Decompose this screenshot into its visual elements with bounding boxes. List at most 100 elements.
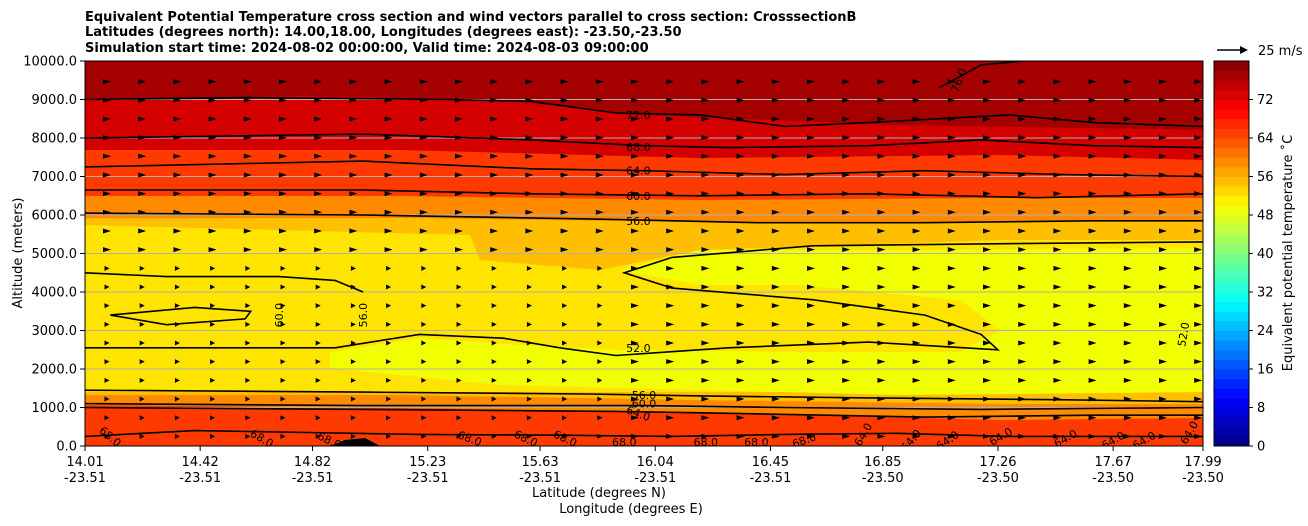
wind-vector-icon — [350, 340, 356, 346]
wind-vector-icon — [597, 377, 603, 383]
wind-vector-icon — [243, 228, 252, 234]
wind-vector-icon — [526, 396, 532, 402]
wind-vector-icon — [736, 79, 745, 85]
wind-vector-icon — [1018, 340, 1027, 346]
wind-vector-icon — [877, 153, 886, 159]
wind-vector-icon — [666, 209, 675, 215]
wind-vector-icon — [983, 191, 991, 197]
wind-vector-icon — [1088, 209, 1097, 215]
wind-vector-icon — [138, 153, 147, 159]
wind-vector-icon — [349, 228, 358, 234]
wind-vector-icon — [1159, 284, 1167, 290]
wind-vector-icon — [280, 265, 286, 271]
wind-vector-icon — [947, 97, 956, 103]
wind-vector-icon — [562, 415, 568, 421]
contour-label-group: 72.0 — [626, 109, 651, 122]
x-tick-label-lat: 15.23 — [409, 455, 446, 470]
wind-vector-icon — [701, 79, 710, 85]
colorbar-band — [1214, 426, 1249, 437]
contour-label: 64.0 — [626, 164, 651, 177]
wind-vector-icon — [419, 153, 428, 159]
x-tick-label-lon: -23.51 — [179, 471, 221, 486]
wind-vector-icon — [771, 415, 780, 421]
colorbar-band — [1214, 138, 1249, 149]
wind-vector-icon — [1194, 153, 1203, 159]
wind-vector-icon — [666, 135, 675, 141]
wind-vector-icon — [490, 209, 499, 215]
wind-vector-icon — [174, 433, 180, 439]
wind-vector-icon — [103, 247, 111, 253]
colorbar-band — [1214, 109, 1249, 120]
wind-vector-icon — [491, 265, 497, 271]
wind-vector-icon — [349, 209, 358, 215]
wind-vector-icon — [842, 359, 851, 365]
wind-vector-icon — [174, 377, 180, 383]
wind-vector-icon — [1053, 265, 1062, 271]
wind-vector-icon — [280, 377, 286, 383]
contour-label-group: 64.0 — [626, 164, 651, 177]
wind-vector-icon — [947, 153, 956, 159]
wind-vector-icon — [1123, 135, 1132, 141]
wind-vector-icon — [419, 116, 428, 122]
colorbar-band — [1214, 89, 1249, 100]
wind-vector-icon — [138, 172, 147, 178]
wind-vector-icon — [666, 396, 675, 402]
colorbar-band — [1214, 70, 1249, 81]
colorbar-tick-label: 48 — [1257, 209, 1274, 224]
wind-vector-icon — [771, 284, 780, 290]
wind-vector-icon — [314, 153, 323, 159]
wind-vector-icon — [1159, 116, 1167, 122]
wind-vector-icon — [384, 116, 393, 122]
x-tick-label-lat: 15.63 — [521, 455, 558, 470]
wind-vector-icon — [736, 340, 745, 346]
wind-vector-icon — [666, 303, 675, 309]
wind-vector-icon — [1159, 228, 1167, 234]
y-tick-label: 6000.0 — [32, 209, 78, 224]
wind-vector-icon — [525, 228, 534, 234]
wind-vector-icon — [1088, 79, 1097, 85]
wind-vector-icon — [947, 247, 956, 253]
wind-vector-icon — [631, 415, 639, 421]
wind-vector-icon — [842, 135, 851, 141]
contour-line-56-0 — [85, 212, 1203, 224]
wind-vector-icon — [245, 396, 251, 402]
wind-vector-icon — [350, 265, 356, 271]
colorbar-band — [1214, 176, 1249, 187]
wind-vector-icon — [526, 359, 532, 365]
wind-vector-icon — [490, 228, 499, 234]
wind-vector-icon — [210, 415, 216, 421]
wind-vector-icon — [736, 284, 745, 290]
wind-vector-icon — [701, 135, 710, 141]
wind-vector-icon — [139, 396, 145, 402]
wind-vector-icon — [245, 415, 251, 421]
wind-vector-icon — [631, 172, 639, 178]
wind-vector-icon — [349, 153, 358, 159]
wind-vector-icon — [315, 321, 321, 327]
wind-vector-icon — [983, 265, 991, 271]
colorbar-band — [1214, 205, 1249, 216]
wind-vector-icon — [419, 209, 428, 215]
x-tick-label-lat: 14.42 — [182, 455, 219, 470]
wind-vector-icon — [349, 247, 358, 253]
wind-vector-icon — [350, 415, 356, 421]
wind-vector-icon — [912, 228, 921, 234]
contour-label: 72.0 — [626, 109, 651, 122]
wind-vector-icon — [736, 228, 745, 234]
wind-vector-icon — [877, 284, 886, 290]
contour-label: 68.0 — [694, 436, 719, 449]
wind-vector-icon — [208, 172, 217, 178]
wind-vector-icon — [701, 116, 710, 122]
wind-vector-icon — [104, 303, 110, 309]
wind-vector-icon — [701, 340, 710, 346]
wind-vector-icon — [877, 228, 886, 234]
wind-vector-icon — [103, 172, 111, 178]
colorbar-band — [1214, 407, 1249, 418]
colorbar-tick-label: 64 — [1257, 132, 1274, 147]
wind-vector-icon — [1159, 377, 1167, 383]
wind-vector-icon — [736, 247, 745, 253]
wind-vector-icon — [386, 321, 392, 327]
wind-vector-icon — [1194, 209, 1203, 215]
colorbar-band — [1214, 436, 1249, 447]
wind-vector-icon — [983, 284, 991, 290]
contour-label: 68.0 — [626, 141, 651, 154]
